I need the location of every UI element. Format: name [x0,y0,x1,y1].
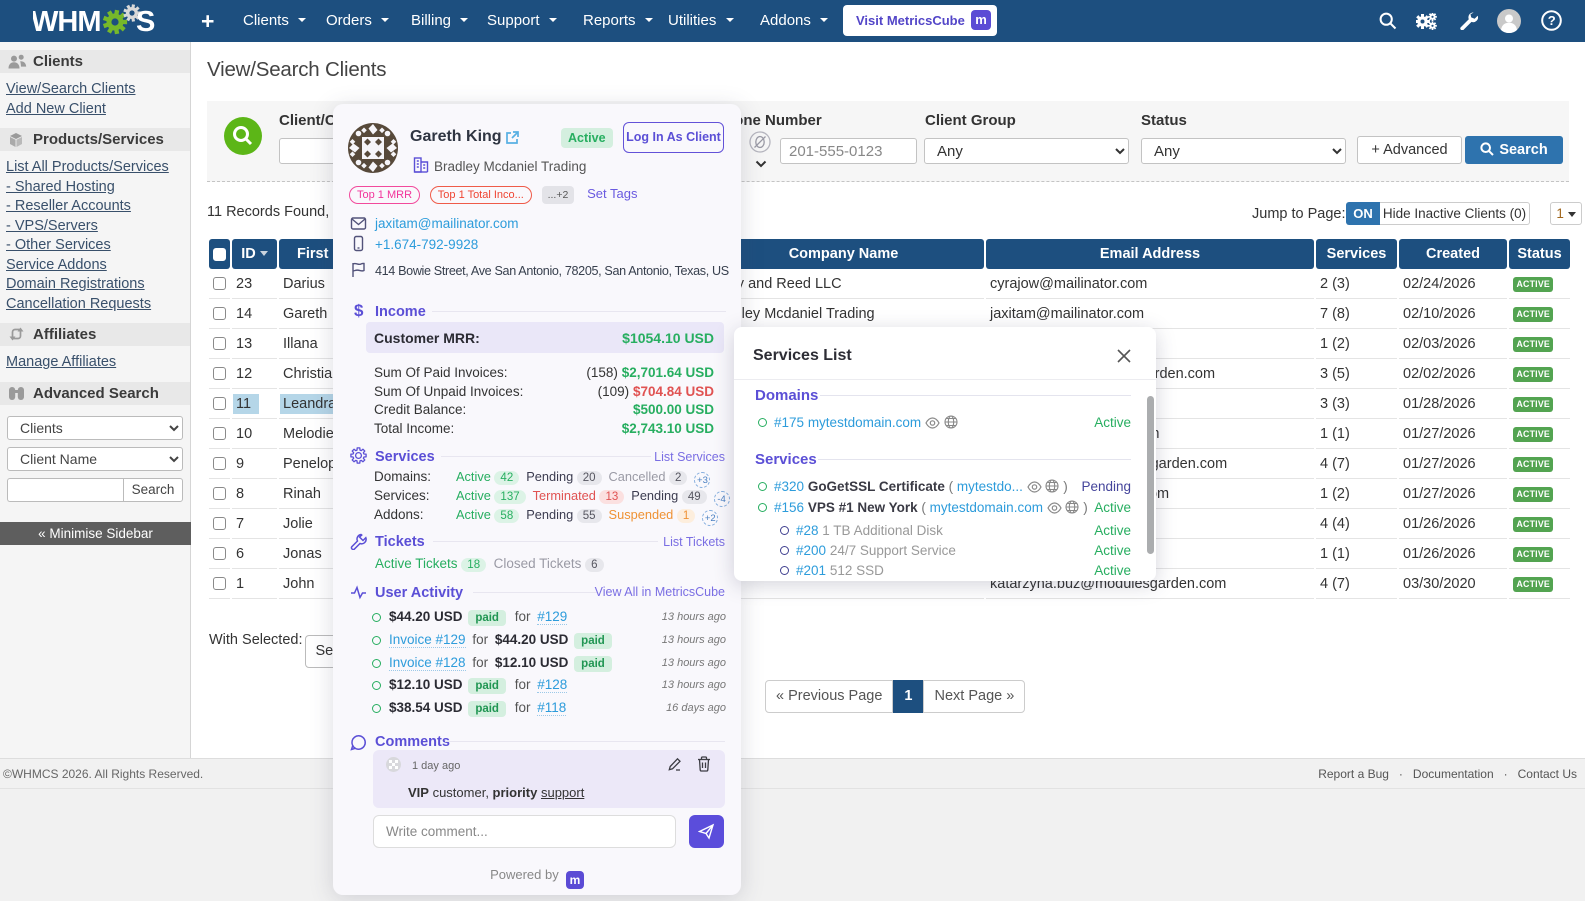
svg-text:WHM: WHM [33,6,100,38]
svg-text:?: ? [1548,13,1556,28]
svg-text:S: S [136,6,155,38]
